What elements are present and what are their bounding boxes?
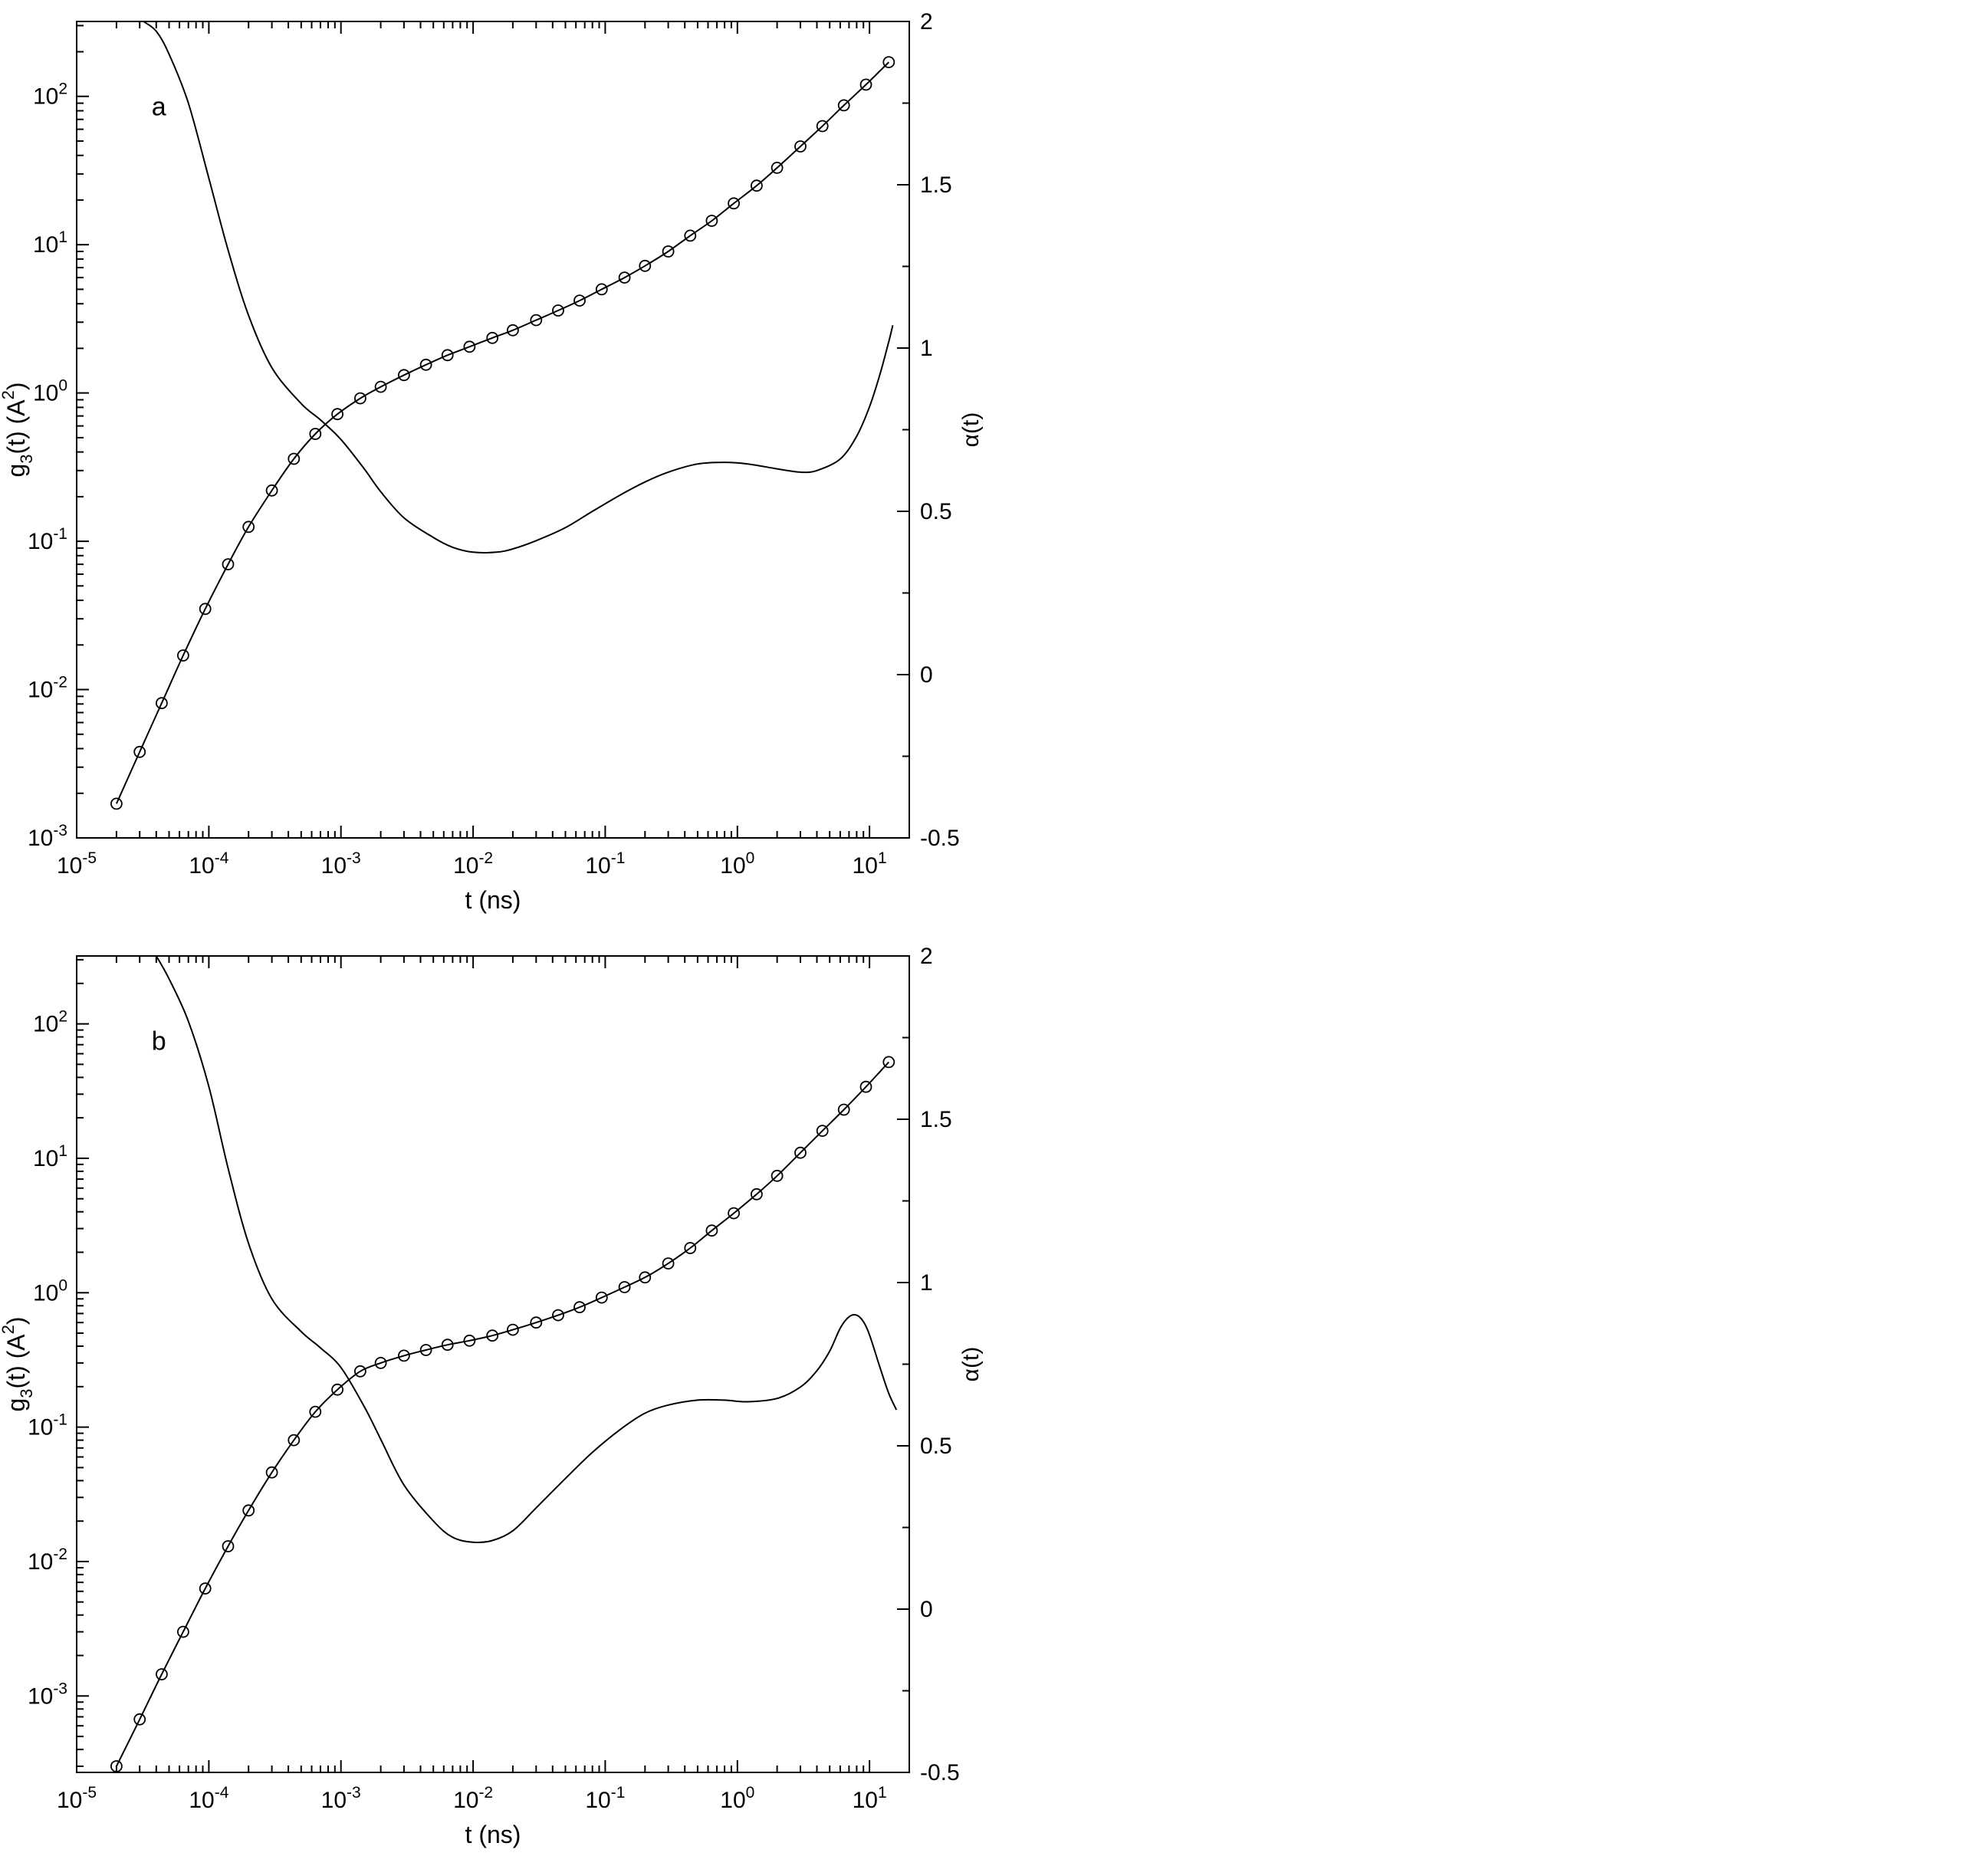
- svg-text:10-4: 10-4: [189, 1784, 228, 1813]
- g3-marker: [837, 99, 850, 112]
- x-axis-title: t (ns): [465, 886, 521, 914]
- g3-marker: [353, 392, 366, 405]
- axis-labels: 10-5 10-4 10-3 10-2 10-1 100 10110-310-210-110…: [0, 9, 984, 914]
- g3-marker: [331, 408, 344, 421]
- svg-text:10-1: 10-1: [28, 1411, 67, 1440]
- svg-text:10-2: 10-2: [453, 849, 493, 879]
- g3-marker: [242, 521, 255, 534]
- g3-marker: [728, 197, 740, 210]
- g3-marker: [222, 558, 235, 570]
- panel-letter: a: [152, 93, 166, 122]
- left-axis-title: g3(t) (A2): [0, 382, 36, 477]
- g3-marker: [507, 324, 519, 337]
- panel-a-chart: 10-5 10-4 10-3 10-2 10-1 100 10110-310-210-110…: [0, 9, 984, 914]
- svg-text:100: 100: [33, 377, 67, 406]
- svg-text:10-3: 10-3: [28, 822, 67, 851]
- svg-text:101: 101: [33, 1142, 67, 1171]
- g3-marker: [771, 161, 784, 174]
- svg-text:10-2: 10-2: [453, 1784, 493, 1813]
- svg-text:102: 102: [33, 1008, 67, 1037]
- panel-b-chart: 10-5 10-4 10-3 10-2 10-1 100 10110-310-210-110…: [0, 944, 984, 1848]
- g3-marker: [309, 428, 322, 440]
- g3-marker: [110, 797, 123, 810]
- svg-text:101: 101: [33, 228, 67, 258]
- g3-marker: [618, 271, 631, 284]
- g3-marker: [419, 358, 432, 371]
- svg-text:1.5: 1.5: [920, 1107, 952, 1132]
- axis-labels: 10-5 10-4 10-3 10-2 10-1 100 10110-310-210-110…: [0, 944, 984, 1848]
- svg-text:10-5: 10-5: [57, 1784, 97, 1813]
- g3-marker: [662, 245, 675, 258]
- g3-marker: [486, 331, 499, 344]
- g3-marker: [441, 349, 454, 362]
- g3-marker: [176, 649, 189, 662]
- panel-a: 10-5 10-4 10-3 10-2 10-1 100 101 10-3 10-2 10-1 10…: [0, 0, 994, 934]
- g3-marker: [530, 314, 543, 327]
- g3-marker: [882, 56, 895, 68]
- svg-text:0.5: 0.5: [920, 499, 952, 524]
- svg-text:10-2: 10-2: [28, 674, 67, 703]
- svg-text:101: 101: [853, 1784, 887, 1813]
- svg-text:0.5: 0.5: [920, 1434, 952, 1459]
- right-axis-title: α(t): [958, 412, 984, 448]
- left-axis-title: g3(t) (A2): [0, 1316, 36, 1411]
- svg-text:10-3: 10-3: [28, 1680, 67, 1709]
- g3-marker: [751, 179, 763, 192]
- svg-text:-0.5: -0.5: [920, 826, 960, 851]
- svg-text:101: 101: [853, 849, 887, 879]
- g3-marker: [199, 603, 212, 616]
- right-axis-title: α(t): [958, 1347, 984, 1382]
- g3-marker: [155, 697, 168, 710]
- g3-marker: [595, 283, 608, 296]
- svg-text:10-3: 10-3: [321, 1784, 361, 1813]
- g3-marker: [398, 369, 410, 382]
- g3-curve: [115, 61, 889, 804]
- alpha-curve: [155, 956, 898, 1544]
- svg-text:10-4: 10-4: [189, 849, 228, 879]
- curves: [110, 956, 898, 1772]
- g3-marker: [684, 229, 697, 242]
- svg-text:2: 2: [920, 944, 933, 969]
- g3-marker: [133, 745, 146, 758]
- svg-text:100: 100: [33, 1276, 67, 1306]
- g3-marker: [265, 484, 278, 497]
- g3-marker: [552, 304, 564, 317]
- axes: [76, 21, 910, 839]
- two-panel-figure: 10-5 10-4 10-3 10-2 10-1 100 101 10-3 10-2 10-1 10…: [0, 0, 994, 1848]
- svg-text:10-1: 10-1: [585, 849, 625, 879]
- svg-text:10-3: 10-3: [321, 849, 361, 879]
- svg-text:10-2: 10-2: [28, 1545, 67, 1575]
- axes: [76, 955, 910, 1773]
- g3-marker: [859, 78, 872, 91]
- svg-text:1: 1: [920, 1270, 933, 1296]
- svg-text:100: 100: [720, 849, 754, 879]
- svg-text:1.5: 1.5: [920, 172, 952, 198]
- svg-text:102: 102: [33, 80, 67, 110]
- alpha-curve: [143, 21, 894, 553]
- g3-marker: [288, 452, 301, 465]
- g3-marker: [374, 380, 387, 393]
- g3-marker: [573, 294, 586, 307]
- panel-letter: b: [152, 1027, 166, 1056]
- g3-curve: [116, 1061, 890, 1767]
- svg-text:0: 0: [920, 662, 933, 688]
- svg-text:100: 100: [720, 1784, 754, 1813]
- panel-b: 10-5 10-4 10-3 10-2 10-1 100 101 10-3 10-2 10-1 10…: [0, 934, 994, 1869]
- g3-marker: [705, 215, 718, 227]
- g3-marker: [463, 340, 476, 353]
- g3-marker: [639, 259, 652, 272]
- svg-text:10-1: 10-1: [585, 1784, 625, 1813]
- svg-text:0: 0: [920, 1597, 933, 1622]
- curves: [110, 21, 895, 810]
- svg-text:10-1: 10-1: [28, 525, 67, 554]
- svg-text:1: 1: [920, 336, 933, 361]
- svg-text:-0.5: -0.5: [920, 1760, 960, 1785]
- svg-text:10-5: 10-5: [57, 849, 97, 879]
- x-axis-title: t (ns): [465, 1821, 521, 1848]
- g3-marker: [794, 140, 807, 153]
- g3-marker: [816, 120, 829, 133]
- svg-text:2: 2: [920, 9, 933, 34]
